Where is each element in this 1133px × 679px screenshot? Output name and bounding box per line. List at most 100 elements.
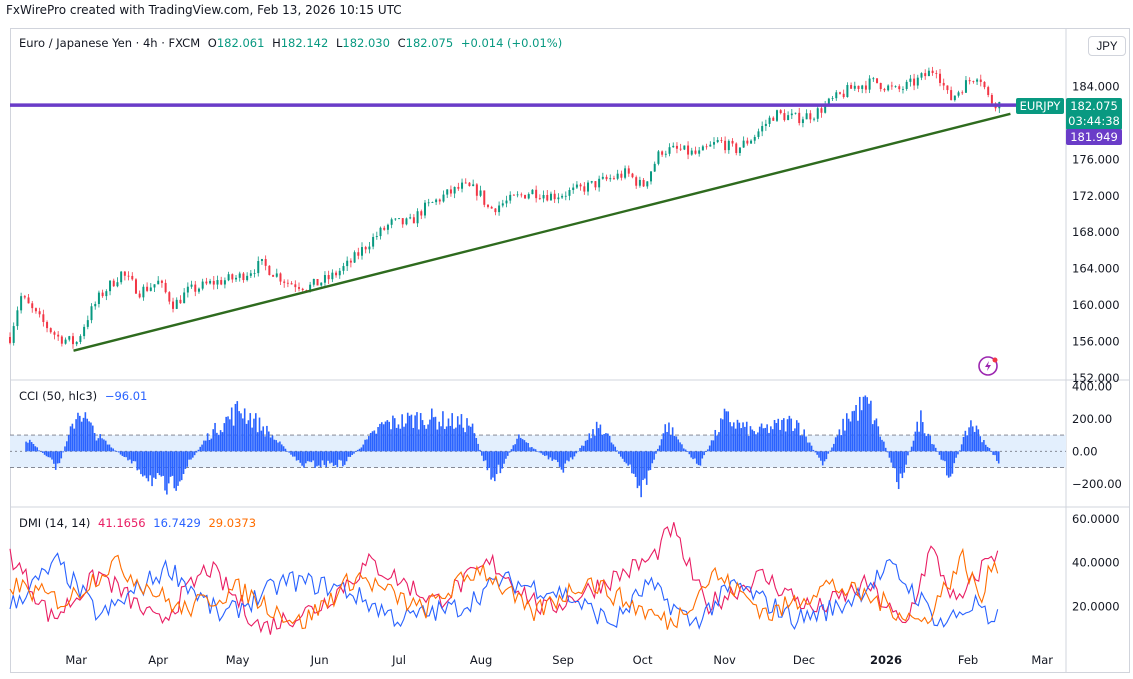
cci-bar [918,431,920,452]
cci-bar [807,442,809,452]
cci-bar [127,451,129,461]
cci-bar [43,451,46,455]
candle-body [427,202,430,204]
cci-bar [353,451,355,454]
cci-bar [216,432,218,452]
candle-body [605,176,608,180]
candle-body [342,266,345,271]
cci-bar [644,451,646,479]
alert-icon[interactable] [978,356,998,376]
cci-bar [323,451,326,465]
candle-body [134,279,137,294]
cci-pane[interactable] [10,395,1066,498]
cci-bar [71,423,74,452]
cci-bar [319,451,322,467]
candle-body [112,280,115,287]
close-label: C [397,36,406,50]
cci-bar [421,420,424,452]
candle-body [201,281,204,289]
cci-bar [106,444,109,452]
cci-bar [747,436,750,452]
cci-bar [784,431,787,452]
candle-body [153,284,156,288]
cci-bar [857,420,859,452]
x-tick: May [226,653,250,667]
cci-bar [623,451,626,462]
cci-bar [625,451,628,464]
cci-bar [720,418,722,452]
cci-bar [368,436,370,452]
cci-bar [788,415,791,452]
cci-bar [544,451,546,456]
candle-body [512,194,515,196]
candle-body [431,202,434,203]
cci-bar [449,425,452,452]
cci-bar [316,451,318,467]
cci-bar [855,405,857,452]
candle-body [509,194,512,201]
cci-bar [927,433,930,452]
cci-bar [468,425,470,452]
cci-bar [960,444,963,452]
cci-bar [668,422,670,452]
candle-body [694,150,697,154]
cci-bar [673,435,676,452]
cci-bar [584,440,587,452]
candle-body [794,112,797,114]
open-value: 182.061 [216,36,265,50]
cci-bar [899,451,902,474]
candle-body [246,275,249,281]
cci-bar [923,433,926,452]
cci-bar [514,444,516,452]
candle-body [653,163,656,172]
candle-body [590,181,593,183]
candle-body [924,73,927,77]
cci-bar [964,430,967,452]
cci-bar [221,432,224,452]
cci-bar [162,451,164,476]
currency-button[interactable]: JPY [1088,36,1126,56]
candle-body [364,247,367,250]
cci-bar [66,441,68,452]
cci-bar [868,403,870,452]
cci-bar [495,451,498,475]
cci-bar [779,429,781,452]
candle-body [464,182,467,184]
candle-body [775,110,778,121]
dmi-pane[interactable] [9,522,999,635]
candle-body [953,95,956,101]
cci-bar [595,421,598,452]
candle-body [275,273,278,277]
cci-bar [821,451,824,466]
cci-bar [30,442,33,452]
cci-bar [458,424,461,452]
cci-bar [827,451,830,454]
cci-bar [907,451,909,456]
cci-legend: CCI (50, hlc3) −96.01 [19,389,151,403]
cci-bar [67,435,70,452]
candle-body [205,281,208,284]
candle-body [401,218,404,225]
candle-body [323,275,326,283]
cci-bar [310,451,313,463]
price-pane[interactable] [9,66,1016,352]
cci-bar [888,451,891,458]
candle-body [927,70,930,77]
candle-body [946,85,949,91]
cci-bar [657,448,659,452]
candle-body [909,78,912,82]
dmi-y-tick: 20.0000 [1072,599,1120,613]
cci-bar [293,451,296,457]
cci-bar [460,414,463,452]
low-value: 182.030 [342,36,390,50]
change-value: +0.014 (+0.01%) [460,36,563,50]
cci-bar [45,451,48,457]
candle-body [449,189,452,194]
candle-body [939,73,942,83]
cci-bar [279,441,281,452]
cci-bar [177,451,179,486]
bar-countdown: 03:44:38 [1068,114,1120,128]
cci-bar [492,451,494,478]
cci-bar [575,451,578,454]
